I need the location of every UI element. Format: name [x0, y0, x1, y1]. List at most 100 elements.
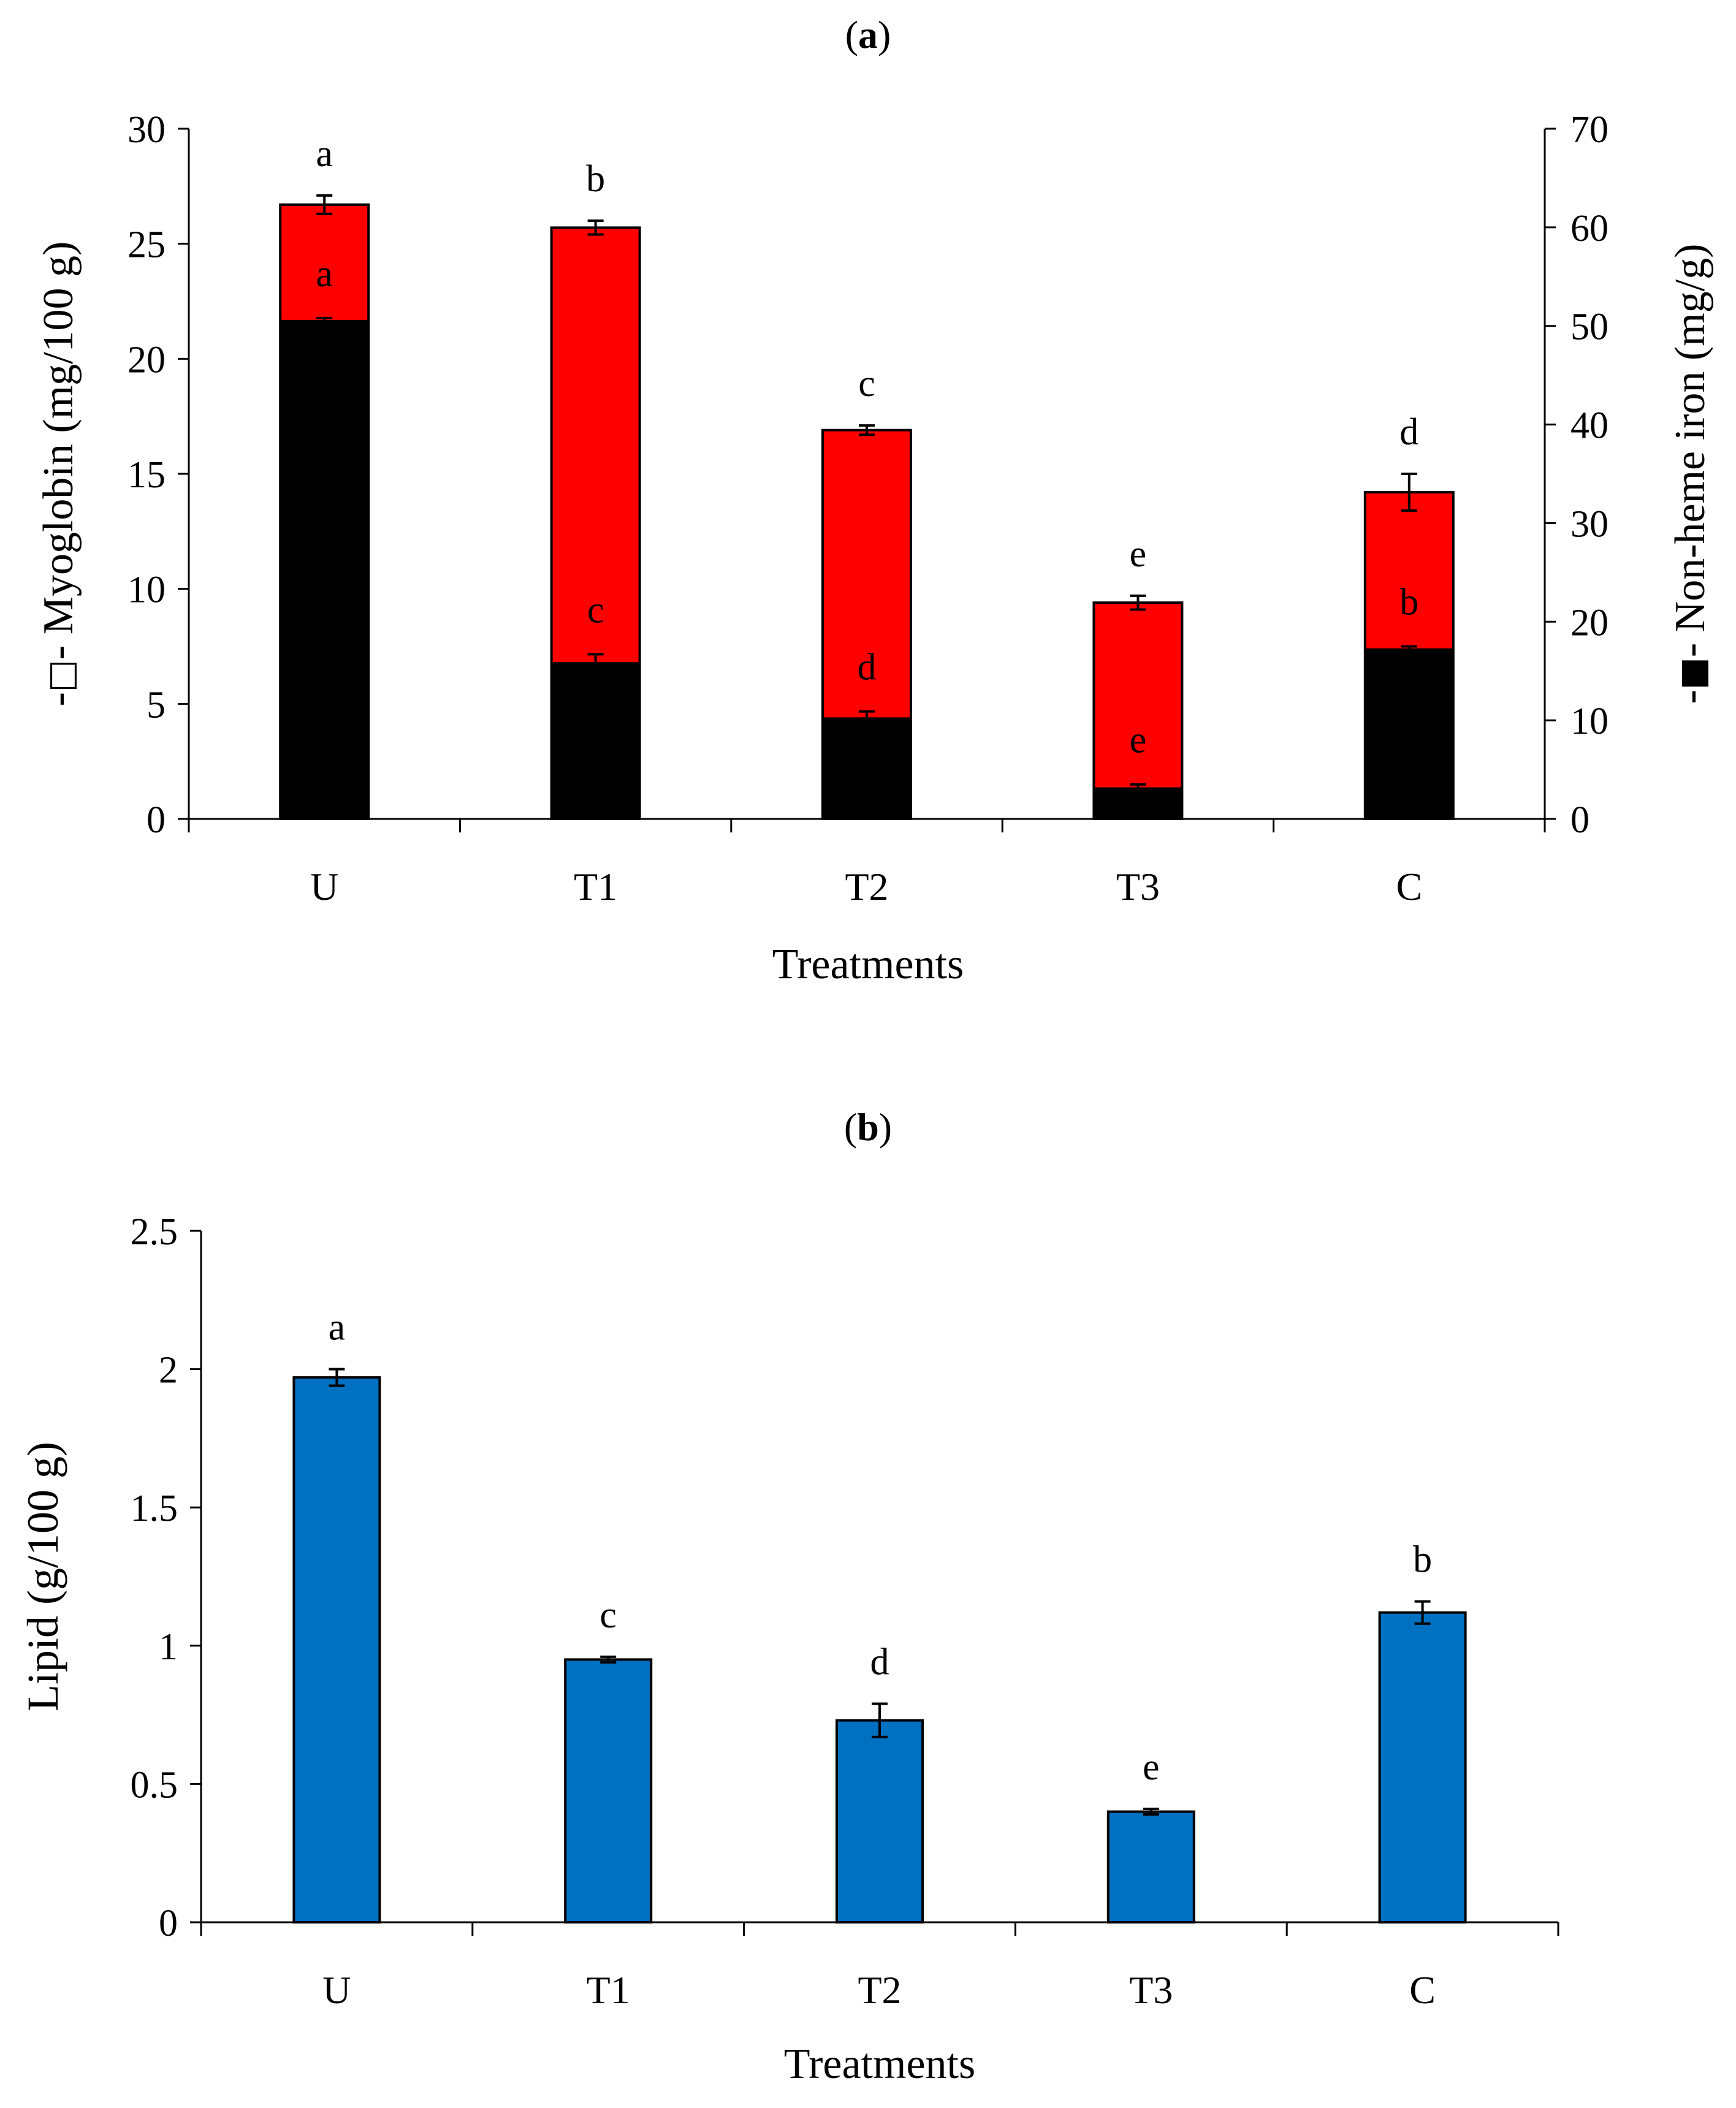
non-heme-label: - Non-heme iron (mg/g) — [1667, 244, 1714, 658]
category-label-T2: T2 — [845, 865, 888, 908]
non-heme-iron-letter-U: a — [316, 253, 333, 295]
filled-square-marker-icon: ■ — [1673, 657, 1713, 690]
category-label-C: C — [1396, 865, 1422, 908]
y-tick-label-2.5: 2.5 — [131, 1211, 178, 1253]
non-heme-iron-bar-T2 — [823, 717, 911, 819]
panel-a-significance-letters: a a b c c d e e d b — [316, 133, 1418, 761]
panel-a: (a) a a b c c d e e d b 0 5 10 15 20 25 30 0 10 20 30 40 50 6… — [35, 13, 1714, 988]
panel-b-y-axis-title: Lipid (g/100 g) — [18, 1442, 67, 1711]
myoglobin-error-T1 — [587, 219, 604, 236]
open-square-marker-icon: □ — [41, 660, 81, 692]
category-label-T2: T2 — [858, 1968, 901, 2012]
right-tick-label-0: 0 — [1570, 799, 1589, 841]
panel-b-x-ticks: U T1 T2 T3 C — [200, 1922, 1559, 2012]
non-heme-iron-bar-U — [280, 320, 369, 819]
myoglobin-bar-T3 — [1092, 601, 1184, 820]
non-heme-iron-letter-T3: e — [1130, 720, 1147, 761]
myoglobin-letter-T3: e — [1130, 533, 1147, 575]
lipid-bar-U — [292, 1376, 381, 1923]
panel-a-right-ticks: 0 10 20 30 40 50 60 70 — [1545, 109, 1608, 841]
lipid-bar-C — [1378, 1611, 1467, 1923]
panel-b: (b) a c d e b 0 0.5 1 1.5 2 2.5 U T1 T2 T3 C Treatmen… — [18, 1105, 1559, 2088]
y-tick-label-0: 0 — [159, 1903, 178, 1944]
lipid-error-T2 — [872, 1702, 888, 1738]
category-label-T1: T1 — [587, 1968, 630, 2012]
myoglobin-error-T3 — [1130, 594, 1146, 611]
myoglobin-letter-C: d — [1399, 411, 1418, 453]
panel-a-x-ticks: U T1 T2 T3 C — [188, 819, 1546, 908]
non-heme-iron-bar-T1 — [551, 662, 640, 819]
category-label-U: U — [322, 1968, 351, 2012]
panel-b-y-ticks: 0 0.5 1 1.5 2 2.5 — [131, 1211, 201, 1944]
panel-b-error-bars — [329, 1368, 1431, 1816]
right-tick-label-10: 10 — [1570, 701, 1608, 742]
left-tick-label-5: 5 — [147, 684, 166, 726]
right-tick-label-70: 70 — [1570, 109, 1608, 151]
lipid-letter-T1: c — [600, 1594, 617, 1636]
panel-b-title: (b) — [844, 1105, 892, 1149]
non-heme-iron-error-U — [316, 316, 333, 324]
panel-b-bars — [292, 1376, 1467, 1924]
panel-b-x-axis-title: Treatments — [784, 2041, 975, 2088]
left-tick-label-20: 20 — [128, 339, 166, 381]
panel-a-left-axis-title: -□- Myoglobin (mg/100 g) — [35, 242, 82, 707]
panel-a-right-axis-title: -■- Non-heme iron (mg/g) — [1667, 244, 1714, 704]
left-tick-label-10: 10 — [128, 569, 166, 611]
non-heme-iron-bar-T3 — [1094, 787, 1182, 819]
right-tick-label-40: 40 — [1570, 405, 1608, 447]
non-heme-iron-letter-C: b — [1399, 582, 1418, 623]
non-heme-iron-error-T1 — [587, 653, 604, 672]
myoglobin-letter-T2: c — [858, 363, 875, 405]
y-tick-label-1.5: 1.5 — [131, 1488, 178, 1529]
myoglobin-prefix: - — [35, 692, 82, 706]
panel-b-label: b — [857, 1105, 879, 1149]
panel-a-bars — [279, 203, 1455, 821]
myoglobin-letter-T1: b — [586, 158, 605, 200]
myoglobin-error-T2 — [859, 424, 875, 436]
non-heme-iron-error-T3 — [1130, 783, 1146, 792]
non-heme-iron-bar-C — [1365, 648, 1453, 819]
myoglobin-label: - Myoglobin (mg/100 g) — [35, 242, 82, 660]
category-label-C: C — [1409, 1968, 1436, 2012]
left-tick-label-0: 0 — [147, 799, 166, 841]
lipid-letter-T3: e — [1143, 1746, 1160, 1788]
left-tick-label-25: 25 — [128, 224, 166, 266]
category-label-T3: T3 — [1129, 1968, 1173, 2012]
y-tick-label-0.5: 0.5 — [131, 1764, 178, 1806]
panel-a-label: a — [858, 13, 878, 56]
panel-a-x-axis-title: Treatments — [772, 941, 964, 988]
panel-a-title: (a) — [845, 13, 891, 56]
lipid-letter-C: b — [1413, 1539, 1432, 1581]
right-tick-label-50: 50 — [1570, 306, 1608, 348]
category-label-T3: T3 — [1116, 865, 1160, 908]
right-tick-label-20: 20 — [1570, 602, 1608, 644]
right-tick-label-60: 60 — [1570, 208, 1608, 249]
lipid-error-T1 — [600, 1655, 617, 1664]
non-heme-iron-letter-T2: d — [858, 647, 877, 688]
lipid-error-T3 — [1143, 1808, 1159, 1816]
non-heme-iron-letter-T1: c — [587, 589, 604, 631]
non-heme-prefix: - — [1667, 690, 1714, 704]
myoglobin-error-C — [1401, 473, 1417, 512]
lipid-letter-T2: d — [870, 1642, 889, 1683]
lipid-bar-T1 — [564, 1658, 653, 1924]
panel-a-left-ticks: 0 5 10 15 20 25 30 — [128, 109, 189, 841]
non-heme-iron-error-T2 — [859, 710, 875, 725]
lipid-error-U — [329, 1368, 345, 1387]
lipid-letter-U: a — [329, 1307, 346, 1349]
panel-b-significance-letters: a c d e b — [329, 1307, 1432, 1788]
left-tick-label-15: 15 — [128, 454, 166, 496]
left-tick-label-30: 30 — [128, 109, 166, 151]
non-heme-iron-error-C — [1401, 645, 1417, 652]
y-tick-label-1: 1 — [159, 1626, 178, 1668]
category-label-U: U — [310, 865, 338, 908]
lipid-error-C — [1414, 1600, 1431, 1625]
lipid-bar-T2 — [836, 1719, 924, 1924]
lipid-bar-T3 — [1106, 1810, 1195, 1924]
myoglobin-letter-U: a — [316, 133, 333, 175]
category-label-T1: T1 — [574, 865, 617, 908]
panel-a-error-bars — [316, 194, 1417, 792]
y-tick-label-2: 2 — [159, 1350, 178, 1391]
right-tick-label-30: 30 — [1570, 503, 1608, 545]
